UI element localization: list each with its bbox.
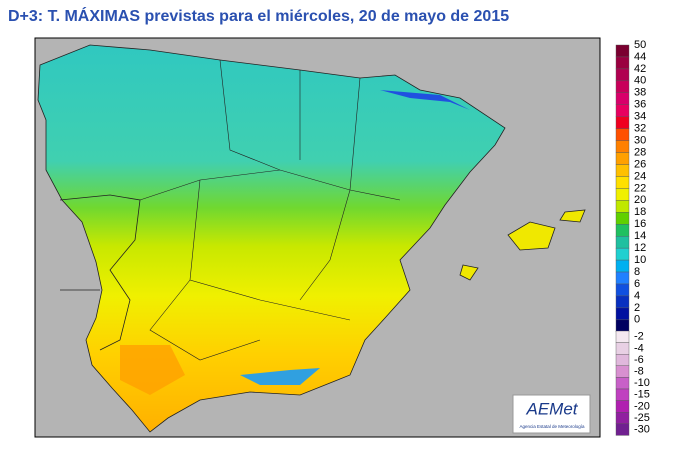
legend-swatch bbox=[615, 354, 630, 367]
legend-label: 40 bbox=[634, 75, 646, 87]
legend-swatch bbox=[615, 200, 630, 213]
legend-swatch bbox=[615, 400, 630, 413]
legend-label: -20 bbox=[634, 400, 650, 412]
legend-swatch bbox=[615, 247, 630, 261]
legend-swatch bbox=[615, 330, 630, 343]
legend-label: 20 bbox=[634, 194, 646, 206]
legend-label: -15 bbox=[634, 389, 650, 401]
legend-label: 14 bbox=[634, 230, 646, 242]
legend-label: 36 bbox=[634, 99, 646, 111]
cold-area bbox=[380, 90, 470, 110]
legend-label: 12 bbox=[634, 242, 646, 254]
legend-swatch bbox=[615, 140, 630, 153]
legend-swatch bbox=[615, 412, 630, 425]
legend-swatch bbox=[615, 80, 630, 93]
map bbox=[37, 44, 586, 433]
legend-label: 8 bbox=[634, 266, 640, 278]
legend-swatch bbox=[615, 68, 630, 82]
legend-swatch bbox=[615, 92, 630, 105]
legend-swatch bbox=[615, 104, 630, 117]
legend-swatch bbox=[615, 319, 630, 333]
legend-swatch bbox=[615, 307, 630, 321]
legend-swatch bbox=[615, 116, 630, 129]
legend-label: -6 bbox=[634, 354, 644, 366]
legend-swatch bbox=[615, 388, 630, 401]
legend-label: 28 bbox=[634, 146, 646, 158]
legend-swatch bbox=[615, 188, 630, 201]
legend-label: 6 bbox=[634, 278, 640, 290]
legend-swatch bbox=[615, 271, 630, 285]
legend-label: 10 bbox=[634, 254, 646, 266]
legend-swatch bbox=[615, 164, 630, 177]
legend-label: 32 bbox=[634, 123, 646, 135]
legend-swatch bbox=[615, 235, 630, 249]
logo-subtitle: Agencia Estatal de Meteorología bbox=[519, 424, 585, 429]
legend-label: 4 bbox=[634, 290, 640, 302]
legend-swatch bbox=[615, 176, 630, 189]
legend-label: 18 bbox=[634, 206, 646, 218]
legend-label: -8 bbox=[634, 366, 644, 378]
legend-label: -30 bbox=[634, 424, 650, 436]
legend-label: 50 bbox=[634, 39, 646, 51]
legend-label: -2 bbox=[634, 331, 644, 343]
legend-swatch bbox=[615, 224, 630, 237]
legend-swatch bbox=[615, 283, 630, 297]
legend-label: 26 bbox=[634, 158, 646, 170]
legend-label: 34 bbox=[634, 111, 646, 123]
legend-swatch bbox=[615, 295, 630, 309]
legend-swatch bbox=[615, 342, 630, 355]
legend-swatch bbox=[615, 44, 630, 58]
warm-area bbox=[120, 345, 185, 395]
legend-label: 0 bbox=[634, 314, 640, 326]
legend-label: -10 bbox=[634, 377, 650, 389]
legend-label: -4 bbox=[634, 342, 644, 354]
title: D+3: T. MÁXIMAS previstas para el miérco… bbox=[8, 6, 509, 25]
logo-name: AEMet bbox=[525, 399, 578, 418]
logo: AEMet Agencia Estatal de Meteorología bbox=[512, 394, 591, 434]
legend-swatch bbox=[615, 56, 630, 70]
legend-swatch bbox=[615, 152, 630, 165]
legend-label: 44 bbox=[634, 51, 646, 63]
cold-area bbox=[240, 368, 320, 385]
legend-label: 2 bbox=[634, 302, 640, 314]
legend-label: 16 bbox=[634, 218, 646, 230]
legend-label: 38 bbox=[634, 87, 646, 99]
legend-swatch bbox=[615, 365, 630, 378]
legend: 5044424038363432302826242220181614121086… bbox=[615, 39, 650, 436]
legend-swatch bbox=[615, 212, 630, 225]
legend-swatch bbox=[615, 423, 630, 436]
legend-label: 42 bbox=[634, 63, 646, 75]
legend-label: -25 bbox=[634, 412, 650, 424]
legend-swatch bbox=[615, 259, 630, 273]
legend-swatch bbox=[615, 377, 630, 390]
legend-label: 24 bbox=[634, 170, 646, 182]
legend-label: 22 bbox=[634, 182, 646, 194]
logo-box bbox=[512, 394, 591, 434]
legend-swatch bbox=[615, 128, 630, 141]
legend-label: 30 bbox=[634, 134, 646, 146]
